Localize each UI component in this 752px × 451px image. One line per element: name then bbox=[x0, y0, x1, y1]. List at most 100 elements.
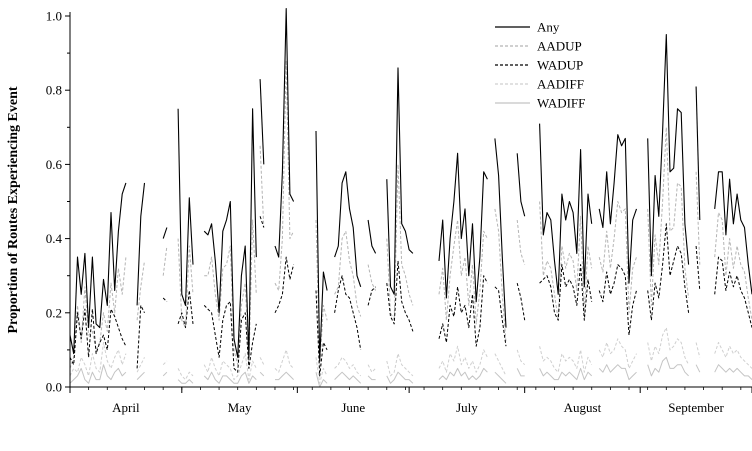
legend-item-wadup: WADUP bbox=[495, 58, 583, 73]
series-line-any-1 bbox=[136, 182, 146, 306]
y-tick-label-3: 0.6 bbox=[46, 157, 63, 172]
x-tick-label-june: June bbox=[341, 400, 365, 415]
series-line-wadiff-2 bbox=[162, 371, 168, 377]
series-line-any-13 bbox=[516, 153, 526, 217]
x-tick-label-may: May bbox=[228, 400, 252, 415]
series-line-aadup-10 bbox=[386, 163, 414, 321]
series-line-wadup-11 bbox=[438, 275, 488, 347]
series-line-aadup-14 bbox=[539, 201, 593, 321]
series-line-aadup-3 bbox=[177, 238, 194, 329]
series-line-wadup-5 bbox=[259, 216, 265, 228]
series-line-wadiff-7 bbox=[315, 372, 328, 388]
series-line-wadiff-8 bbox=[334, 371, 362, 384]
series-line-aadiff-2 bbox=[162, 360, 168, 366]
series-line-aadiff-16 bbox=[647, 327, 690, 365]
series-line-any-11 bbox=[438, 152, 488, 303]
series-line-wadiff-6 bbox=[275, 371, 294, 381]
y-tick-label-4: 0.8 bbox=[46, 83, 62, 98]
series-line-wadup-10 bbox=[386, 260, 414, 332]
series-line-aadup-8 bbox=[334, 230, 362, 317]
series-line-aadiff-4 bbox=[203, 353, 257, 381]
legend-label-aadiff: AADIFF bbox=[537, 77, 584, 92]
legend-label-aadup: AADUP bbox=[537, 39, 582, 54]
series-line-aadiff-7 bbox=[315, 357, 328, 384]
series-line-wadiff-18 bbox=[714, 364, 752, 380]
y-tick-label-0: 0.0 bbox=[46, 380, 62, 395]
series-line-aadiff-18 bbox=[714, 342, 752, 369]
series-line-aadup-17 bbox=[695, 171, 701, 265]
series-aadup bbox=[69, 60, 752, 369]
series-line-aadiff-11 bbox=[438, 345, 488, 373]
series-line-any-5 bbox=[259, 79, 265, 165]
series-line-wadup-3 bbox=[177, 290, 194, 329]
legend-item-aadiff: AADIFF bbox=[495, 77, 584, 92]
series-line-any-10 bbox=[386, 67, 414, 295]
series-line-any-4 bbox=[203, 108, 257, 358]
series-line-aadup-7 bbox=[315, 219, 328, 369]
series-line-aadup-5 bbox=[259, 145, 265, 228]
series-line-aadup-6 bbox=[274, 60, 295, 291]
x-tick-label-april: April bbox=[112, 400, 140, 415]
series-line-aadup-15 bbox=[598, 201, 637, 314]
series-line-aadup-1 bbox=[136, 260, 145, 321]
series-line-any-6 bbox=[274, 8, 295, 258]
series-line-aadup-18 bbox=[714, 212, 752, 321]
series-line-wadiff-11 bbox=[438, 367, 488, 381]
series-line-any-2 bbox=[162, 227, 168, 239]
series-line-aadup-16 bbox=[647, 126, 690, 306]
x-tick-label-july: July bbox=[456, 400, 478, 415]
series-line-wadup-1 bbox=[136, 304, 145, 369]
series-line-wadiff-5 bbox=[259, 371, 265, 377]
y-axis-label: Proportion of Routes Experiencing Event bbox=[6, 86, 21, 333]
series-line-any-12 bbox=[494, 138, 507, 328]
series-line-any-8 bbox=[334, 171, 362, 287]
legend-item-aadup: AADUP bbox=[495, 39, 582, 54]
x-tick-label-august: August bbox=[564, 400, 602, 415]
series-line-aadup-4 bbox=[204, 219, 257, 366]
series-line-wadiff-12 bbox=[494, 371, 507, 384]
series-line-wadiff-0 bbox=[69, 364, 127, 384]
legend-label-wadiff: WADIFF bbox=[537, 96, 585, 111]
series-line-aadup-2 bbox=[162, 245, 168, 276]
series-line-wadiff-13 bbox=[516, 368, 525, 377]
series-wadiff bbox=[69, 356, 752, 388]
series-line-wadup-0 bbox=[69, 308, 127, 366]
legend: Any AADUP WADUP AADIFF WADIFF bbox=[495, 20, 585, 111]
series-line-wadiff-1 bbox=[136, 371, 145, 380]
series-line-wadup-7 bbox=[315, 290, 328, 377]
series-line-aadiff-12 bbox=[494, 353, 507, 377]
legend-label-any: Any bbox=[537, 20, 560, 35]
series-line-wadup-15 bbox=[598, 264, 637, 336]
series-line-any-15 bbox=[598, 134, 638, 284]
series-line-aadup-9 bbox=[367, 264, 377, 291]
series-line-any-3 bbox=[177, 108, 194, 306]
series-line-wadup-17 bbox=[695, 245, 701, 291]
y-tick-label-5: 1.0 bbox=[46, 9, 62, 24]
series-line-aadiff-6 bbox=[274, 349, 294, 373]
series-line-wadup-2 bbox=[162, 297, 168, 303]
axes-layer: 0.0 0.2 0.4 0.6 0.8 1.0 April May June July August… bbox=[46, 9, 752, 415]
series-line-aadiff-10 bbox=[386, 353, 414, 377]
series-line-any-18 bbox=[714, 171, 752, 295]
series-line-wadiff-3 bbox=[177, 379, 194, 384]
series-line-aadiff-17 bbox=[695, 342, 701, 358]
series-line-wadiff-10 bbox=[386, 371, 414, 384]
series-line-wadup-16 bbox=[647, 223, 690, 321]
series-line-wadiff-17 bbox=[695, 364, 701, 373]
series-line-aadiff-5 bbox=[259, 357, 265, 365]
y-tick-label-2: 0.4 bbox=[46, 231, 63, 246]
series-line-wadup-18 bbox=[714, 256, 752, 328]
series-line-wadiff-15 bbox=[598, 364, 637, 381]
series-line-aadiff-1 bbox=[136, 357, 145, 373]
series-line-wadup-6 bbox=[274, 256, 295, 314]
series-wadup bbox=[69, 216, 752, 377]
series-aadiff bbox=[69, 327, 752, 384]
legend-item-any: Any bbox=[495, 20, 560, 35]
series-line-wadiff-4 bbox=[203, 371, 257, 384]
series-any bbox=[69, 8, 752, 362]
series-line-aadiff-9 bbox=[367, 364, 376, 373]
series-line-wadup-12 bbox=[494, 286, 507, 347]
series-line-any-7 bbox=[315, 130, 328, 362]
